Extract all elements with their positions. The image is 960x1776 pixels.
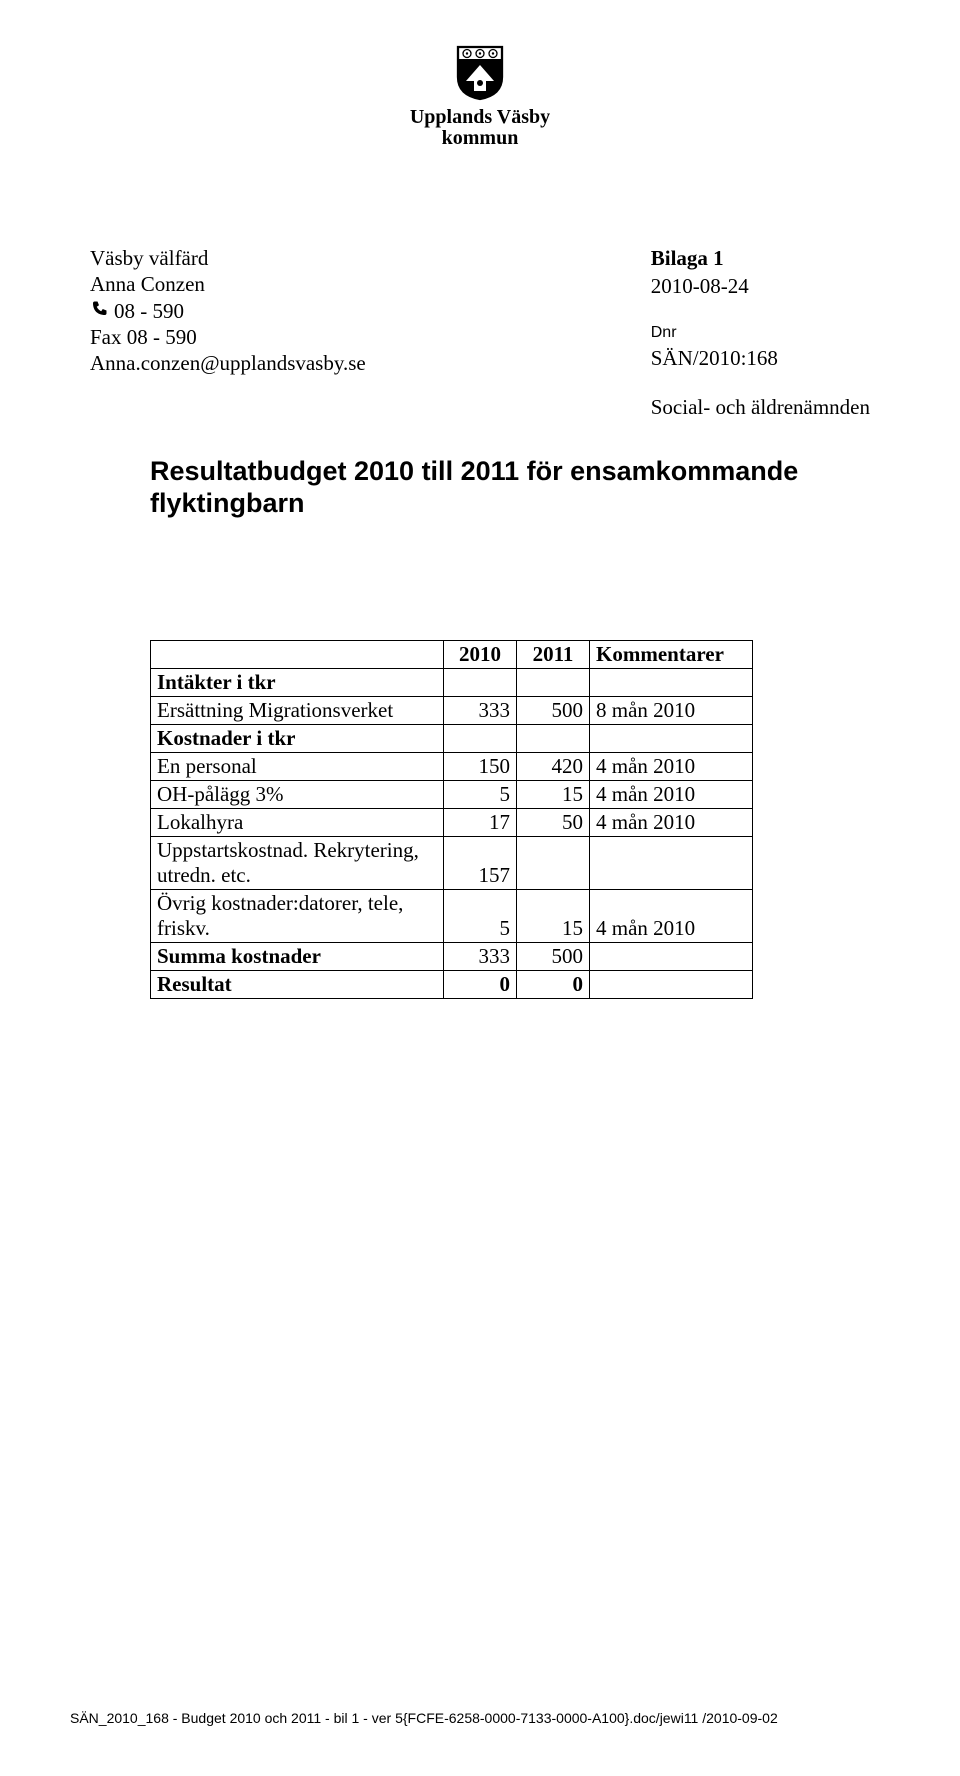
author-name: Anna Conzen xyxy=(90,271,366,297)
budget-table: 2010 2011 Kommentarer Intäkter i tkrErsä… xyxy=(150,640,753,999)
cell-y1: 5 xyxy=(444,781,517,809)
page-title: Resultatbudget 2010 till 2011 för ensamk… xyxy=(150,455,810,520)
table-row: En personal1504204 mån 2010 xyxy=(151,753,753,781)
row-label: Kostnader i tkr xyxy=(151,725,444,753)
row-label: Lokalhyra xyxy=(151,809,444,837)
phone-number: 08 - 590 xyxy=(114,298,184,324)
cell-y2 xyxy=(517,725,590,753)
cell-y2: 500 xyxy=(517,943,590,971)
header-left: Väsby välfärd Anna Conzen 08 - 590 Fax 0… xyxy=(90,245,366,422)
cell-y1: 5 xyxy=(444,890,517,943)
table-row: Resultat00 xyxy=(151,971,753,999)
cell-comment: 4 mån 2010 xyxy=(590,890,753,943)
cell-y1: 157 xyxy=(444,837,517,890)
table-row: Kostnader i tkr xyxy=(151,725,753,753)
cell-y2: 15 xyxy=(517,890,590,943)
row-label: Summa kostnader xyxy=(151,943,444,971)
cell-y2 xyxy=(517,669,590,697)
cell-comment xyxy=(590,971,753,999)
table-row: Lokalhyra17504 mån 2010 xyxy=(151,809,753,837)
logo-line1: Upplands Väsby xyxy=(410,107,550,128)
cell-y1 xyxy=(444,669,517,697)
reference-number: SÄN/2010:168 xyxy=(651,345,870,371)
cell-y2: 0 xyxy=(517,971,590,999)
recipient: Social- och äldrenämnden xyxy=(651,394,870,420)
table-row: OH-pålägg 3%5154 mån 2010 xyxy=(151,781,753,809)
shield-icon xyxy=(444,45,516,101)
dnr-label: Dnr xyxy=(651,323,870,343)
email: Anna.conzen@upplandsvasby.se xyxy=(90,350,366,376)
table-header-row: 2010 2011 Kommentarer xyxy=(151,641,753,669)
phone-icon xyxy=(90,298,108,324)
cell-y2: 15 xyxy=(517,781,590,809)
logo-text: Upplands Väsby kommun xyxy=(410,107,550,149)
cell-y2: 50 xyxy=(517,809,590,837)
row-label: En personal xyxy=(151,753,444,781)
col-header-empty xyxy=(151,641,444,669)
cell-comment xyxy=(590,943,753,971)
col-header-y2: 2011 xyxy=(517,641,590,669)
row-label: OH-pålägg 3% xyxy=(151,781,444,809)
col-header-y1: 2010 xyxy=(444,641,517,669)
table-row: Uppstartskostnad. Rekrytering, utredn. e… xyxy=(151,837,753,890)
cell-comment xyxy=(590,837,753,890)
page: Upplands Väsby kommun Väsby välfärd Anna… xyxy=(0,0,960,1776)
document-header: Väsby välfärd Anna Conzen 08 - 590 Fax 0… xyxy=(90,245,870,422)
cell-y2 xyxy=(517,837,590,890)
row-label: Uppstartskostnad. Rekrytering, utredn. e… xyxy=(151,837,444,890)
budget-table-wrap: 2010 2011 Kommentarer Intäkter i tkrErsä… xyxy=(150,640,753,999)
org-name: Väsby välfärd xyxy=(90,245,366,271)
phone-line: 08 - 590 xyxy=(90,298,366,324)
row-label: Intäkter i tkr xyxy=(151,669,444,697)
header-right: Bilaga 1 2010-08-24 Dnr SÄN/2010:168 Soc… xyxy=(651,245,870,422)
row-label: Resultat xyxy=(151,971,444,999)
cell-comment: 8 mån 2010 xyxy=(590,697,753,725)
row-label: Övrig kostnader:datorer, tele, friskv. xyxy=(151,890,444,943)
cell-y1: 333 xyxy=(444,697,517,725)
cell-y2: 500 xyxy=(517,697,590,725)
col-header-comment: Kommentarer xyxy=(590,641,753,669)
table-row: Intäkter i tkr xyxy=(151,669,753,697)
cell-comment: 4 mån 2010 xyxy=(590,809,753,837)
appendix-label: Bilaga 1 xyxy=(651,245,870,271)
fax-line: Fax 08 - 590 xyxy=(90,324,366,350)
row-label: Ersättning Migrationsverket xyxy=(151,697,444,725)
cell-comment xyxy=(590,725,753,753)
cell-y1: 150 xyxy=(444,753,517,781)
cell-y1: 17 xyxy=(444,809,517,837)
cell-y1: 333 xyxy=(444,943,517,971)
table-row: Ersättning Migrationsverket3335008 mån 2… xyxy=(151,697,753,725)
table-row: Övrig kostnader:datorer, tele, friskv.51… xyxy=(151,890,753,943)
logo-line2: kommun xyxy=(410,128,550,149)
logo-area: Upplands Väsby kommun xyxy=(0,45,960,149)
cell-y2: 420 xyxy=(517,753,590,781)
cell-comment: 4 mån 2010 xyxy=(590,781,753,809)
cell-y1: 0 xyxy=(444,971,517,999)
cell-comment: 4 mån 2010 xyxy=(590,753,753,781)
table-row: Summa kostnader333500 xyxy=(151,943,753,971)
date: 2010-08-24 xyxy=(651,273,870,299)
footer-filename: SÄN_2010_168 - Budget 2010 och 2011 - bi… xyxy=(70,1710,778,1726)
cell-comment xyxy=(590,669,753,697)
cell-y1 xyxy=(444,725,517,753)
